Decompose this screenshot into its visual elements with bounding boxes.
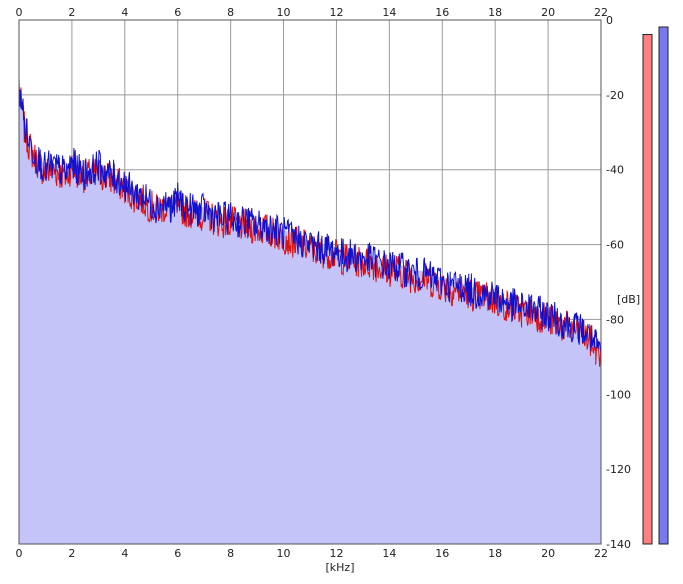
x-tick-label-bottom-8: 16 [435, 547, 449, 560]
level-meters [642, 26, 669, 545]
x-tick-label-bottom-9: 18 [488, 547, 502, 560]
x-tick-label-bottom-5: 10 [277, 547, 291, 560]
y-tick-label-4: -80 [606, 313, 624, 326]
series-lines [18, 77, 602, 367]
x-tick-label-bottom-11: 22 [594, 547, 608, 560]
y-tick-label-0: 0 [606, 14, 613, 27]
x-tick-label-top-4: 8 [227, 6, 234, 19]
y-tick-label-1: -20 [606, 89, 624, 102]
x-tick-label-top-5: 10 [277, 6, 291, 19]
y-tick-label-6: -120 [606, 463, 631, 476]
y-axis-label: [dB] [617, 293, 640, 306]
x-tick-label-bottom-6: 12 [329, 547, 343, 560]
x-tick-label-top-0: 0 [16, 6, 23, 19]
x-tick-label-top-7: 14 [382, 6, 396, 19]
x-tick-labels-top: 0 2 4 6 8 10 12 14 16 18 20 22 [16, 6, 609, 19]
y-tick-label-2: -40 [606, 164, 624, 177]
x-axis-label: [kHz] [326, 561, 355, 574]
x-tick-label-bottom-0: 0 [16, 547, 23, 560]
y-tick-label-7: -140 [606, 538, 631, 551]
x-tick-label-top-9: 18 [488, 6, 502, 19]
x-tick-labels-bottom: 0 2 4 6 8 10 12 14 16 18 20 22 [16, 547, 609, 560]
x-tick-label-bottom-4: 8 [227, 547, 234, 560]
y-tick-labels: 0 -20 -40 -60 -80 -100 -120 -140 [606, 14, 631, 551]
x-tick-label-bottom-3: 6 [174, 547, 181, 560]
x-tick-label-top-1: 2 [68, 6, 75, 19]
x-tick-label-top-2: 4 [121, 6, 128, 19]
x-tick-label-top-6: 12 [329, 6, 343, 19]
x-tick-label-bottom-7: 14 [382, 547, 396, 560]
y-tick-label-5: -100 [606, 388, 631, 401]
y-tick-label-3: -60 [606, 239, 624, 252]
x-tick-label-top-8: 16 [435, 6, 449, 19]
level-meter-1 [658, 26, 669, 545]
x-tick-label-bottom-1: 2 [68, 547, 75, 560]
x-tick-label-bottom-2: 4 [121, 547, 128, 560]
x-tick-label-top-3: 6 [174, 6, 181, 19]
plot-frame [18, 19, 602, 545]
level-meter-0 [642, 33, 653, 545]
series-line-1 [18, 77, 602, 355]
x-tick-label-bottom-10: 20 [541, 547, 555, 560]
x-tick-label-top-11: 22 [594, 6, 608, 19]
x-tick-label-top-10: 20 [541, 6, 555, 19]
